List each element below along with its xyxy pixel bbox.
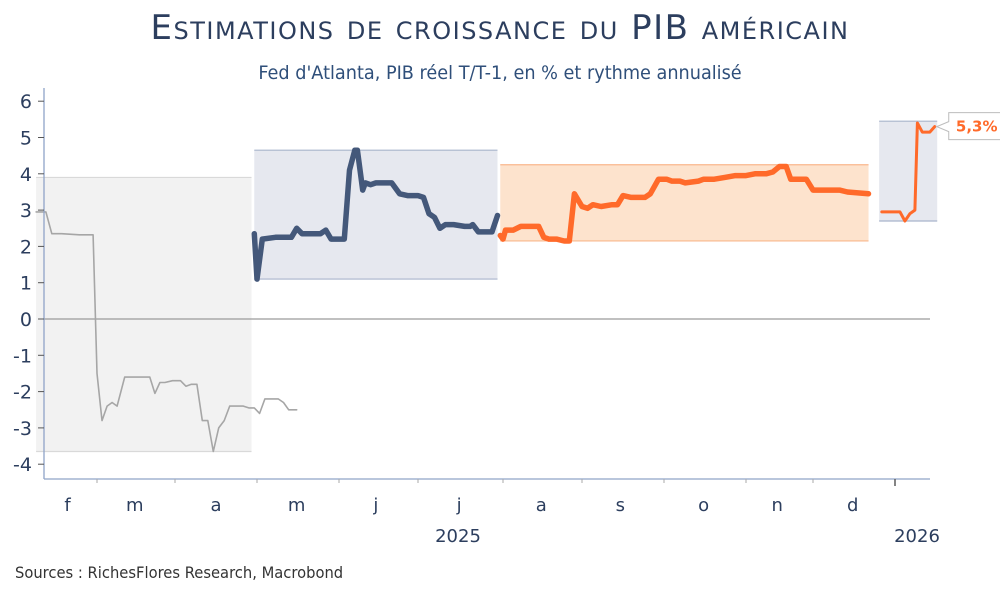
x-month-label: j [372,495,378,516]
chart-title: Estimations de croissance du PIB américa… [150,8,850,48]
x-month-label: a [536,495,547,516]
y-tick-label: 6 [20,91,32,113]
y-tick-label: 4 [20,164,32,186]
callout-box [935,112,1000,141]
source-note: Sources : RichesFlores Research, Macrobo… [15,563,344,582]
y-tick-label: 5 [20,128,32,150]
x-year-label: 2026 [894,526,940,547]
x-month-label: a [210,495,221,516]
series-line-3 [497,163,872,244]
x-month-label: o [698,495,709,516]
x-month-label: n [772,495,783,516]
estimate-bands [36,120,938,453]
x-month-label: d [847,495,858,516]
estimate-band-2 [254,150,498,280]
series-line-4 [880,121,937,223]
chart-subtitle: Fed d'Atlanta, PIB réel T/T-1, en % et r… [258,62,742,84]
x-month-label: f [64,495,71,516]
y-tick-label: 1 [20,273,32,295]
series-line-1 [35,211,298,453]
estimate-band-4 [879,121,938,221]
callout-label: 5,3% [956,118,998,136]
x-month-label: j [456,495,462,516]
y-ticks: 6 5 4 3 2 1 0 -1 -2 -3 -4 [13,91,44,476]
y-tick-label: 2 [20,236,32,258]
y-tick-label: -2 [13,382,32,404]
series-lines [35,121,937,453]
series-line-2 [251,147,501,282]
x-month-label: m [126,495,144,516]
y-tick-label: -3 [13,418,32,440]
estimate-band-3 [500,164,869,241]
y-tick-label: 0 [20,309,32,331]
x-ticks: f m a m j j a s o n d 2025 2026 [64,479,940,547]
y-tick-label: -4 [13,454,32,476]
x-month-label: m [288,495,306,516]
y-tick-label: -1 [13,345,32,367]
x-month-label: s [616,495,625,516]
estimate-band-1 [36,177,252,452]
y-tick-label: 3 [20,200,32,222]
x-year-label: 2025 [435,526,481,547]
annotation-callout: 5,3% [935,112,1000,141]
